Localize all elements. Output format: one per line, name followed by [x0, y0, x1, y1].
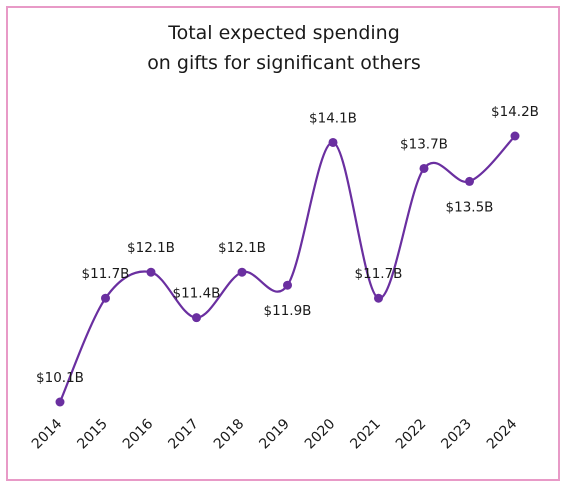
data-point-2016	[146, 267, 156, 277]
data-label-2024: $14.2B	[491, 104, 539, 120]
x-tick-2018: 2018	[211, 416, 248, 453]
data-point-2021	[374, 293, 383, 303]
data-point-2015	[101, 293, 110, 303]
x-tick-2024: 2024	[484, 416, 521, 453]
x-tick-2016: 2016	[120, 416, 157, 453]
series-line	[58, 135, 516, 403]
x-tick-2021: 2021	[347, 416, 384, 453]
x-tick-2014: 2014	[29, 416, 66, 453]
x-tick-2017: 2017	[165, 416, 202, 453]
data-point-2019	[283, 280, 292, 290]
data-label-2022: $13.7B	[400, 136, 448, 152]
data-point-2024	[510, 131, 520, 141]
data-label-2016: $12.1B	[127, 240, 175, 256]
chart-frame	[6, 6, 560, 481]
data-label-2015: $11.7B	[82, 266, 130, 282]
data-label-2021: $11.7B	[355, 266, 403, 282]
x-tick-2019: 2019	[256, 416, 293, 453]
x-tick-2020: 2020	[302, 416, 339, 453]
data-label-2014: $10.1B	[36, 370, 84, 386]
data-label-2020: $14.1B	[309, 110, 357, 126]
data-label-2018: $12.1B	[218, 240, 266, 256]
data-point-2017	[192, 313, 201, 323]
data-point-2022	[419, 163, 429, 173]
x-tick-2023: 2023	[438, 416, 475, 453]
data-point-2023	[465, 176, 474, 186]
data-label-2019: $11.9B	[264, 303, 312, 319]
data-point-2018	[237, 267, 247, 277]
x-tick-2022: 2022	[393, 416, 430, 453]
x-tick-2015: 2015	[74, 416, 111, 453]
data-point-2020	[328, 137, 338, 147]
data-label-2023: $13.5B	[446, 199, 494, 215]
data-label-2017: $11.4B	[173, 286, 221, 302]
data-point-2014	[55, 397, 65, 407]
chart-title: Total expected spending on gifts for sig…	[0, 18, 568, 78]
chart-title-line-1: Total expected spending	[168, 22, 400, 44]
chart-title-line-2: on gifts for significant others	[147, 52, 421, 74]
